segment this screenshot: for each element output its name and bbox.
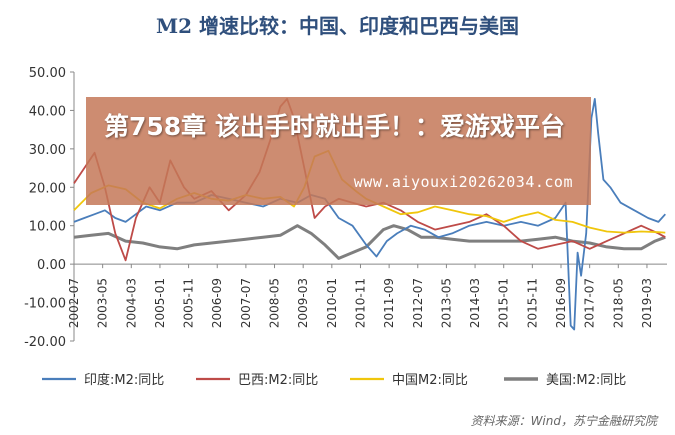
y-tick-label: -10.00: [24, 297, 66, 312]
x-tick-label: 2007-07: [239, 278, 253, 328]
legend-label-1: 巴西:M2:同比: [238, 373, 318, 388]
y-tick-label: -20.00: [24, 335, 66, 350]
y-tick-label: 0.00: [37, 258, 66, 273]
x-tick-label: 2012-07: [411, 278, 425, 328]
y-tick-label: 40.00: [29, 104, 66, 119]
x-tick-label: 2015-11: [525, 278, 539, 328]
x-tick-label: 2005-11: [182, 278, 196, 328]
x-tick-label: 2018-05: [611, 278, 625, 328]
x-tick-label: 2006-09: [210, 278, 224, 328]
source-note: 资料来源：Wind，苏宁金融研究院: [470, 414, 657, 428]
watermark-banner: 第758章 该出手时就出手！：爱游戏平台 www.aiyouxi20262034…: [86, 97, 591, 205]
x-tick-label: 2015-01: [497, 278, 511, 328]
x-tick-label: 2010-11: [353, 278, 367, 328]
banner-url: www.aiyouxi20262034.com: [353, 173, 573, 191]
legend-label-2: 中国M2:同比: [392, 373, 468, 388]
x-tick-label: 2017-07: [583, 278, 597, 328]
x-tick-label: 2013-05: [439, 278, 453, 328]
series-line-0: [73, 98, 666, 331]
x-tick-label: 2016-09: [554, 278, 568, 328]
legend-label-3: 美国:M2:同比: [546, 373, 626, 388]
x-tick-label: 2004-03: [124, 278, 138, 328]
x-tick-label: 2011-09: [382, 278, 396, 328]
x-tick-label: 2019-03: [640, 278, 654, 328]
legend-label-0: 印度:M2:同比: [84, 372, 164, 388]
x-tick-label: 2009-03: [296, 278, 310, 328]
y-tick-label: 50.00: [29, 66, 66, 81]
series-line-3: [73, 224, 666, 260]
x-tick-label: 2005-01: [153, 278, 167, 328]
x-tick-label: 2008-05: [268, 278, 282, 328]
x-tick-label: 2010-01: [325, 278, 339, 328]
banner-title: 第758章 该出手时就出手！：爱游戏平台: [104, 112, 565, 141]
x-tick-label: 2003-05: [96, 278, 110, 328]
y-tick-label: 30.00: [29, 143, 66, 158]
x-tick-label: 2014-03: [468, 278, 482, 328]
x-tick-label: 2002-07: [67, 278, 81, 328]
y-tick-label: 20.00: [29, 181, 66, 196]
y-tick-label: 10.00: [29, 220, 66, 235]
chart-title: M2 增速比较：中国、印度和巴西与美国: [155, 14, 520, 38]
